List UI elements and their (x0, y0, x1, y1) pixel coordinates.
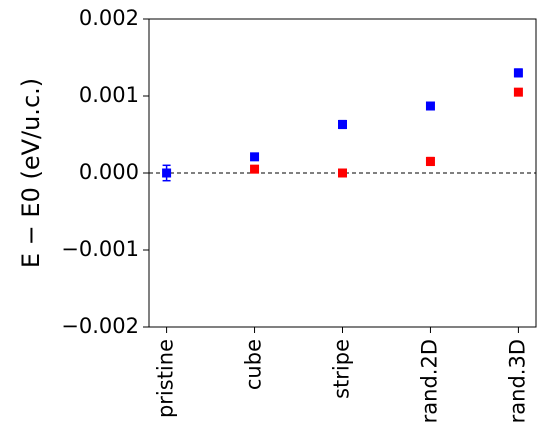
marker (250, 152, 260, 162)
y-axis-label: E − E0 (eV/u.c.) (17, 78, 45, 268)
marker (513, 87, 523, 97)
x-tick-label: rand.3D (505, 339, 529, 423)
x-tick-label: stripe (330, 339, 354, 399)
marker (250, 164, 260, 174)
marker (513, 68, 523, 78)
marker (425, 156, 435, 166)
y-tick-label: 0.002 (79, 6, 139, 30)
y-tick-label: 0.001 (79, 83, 139, 107)
marker (425, 101, 435, 111)
marker (338, 168, 347, 178)
marker (338, 119, 347, 129)
x-tick-label: rand.2D (417, 339, 441, 423)
x-tick-label: cube (242, 339, 266, 390)
y-tick-label: −0.002 (61, 314, 139, 338)
x-tick-label: pristine (154, 339, 178, 418)
marker (162, 168, 172, 178)
y-tick-label: −0.001 (61, 237, 139, 261)
y-tick-label: 0.000 (79, 160, 139, 184)
